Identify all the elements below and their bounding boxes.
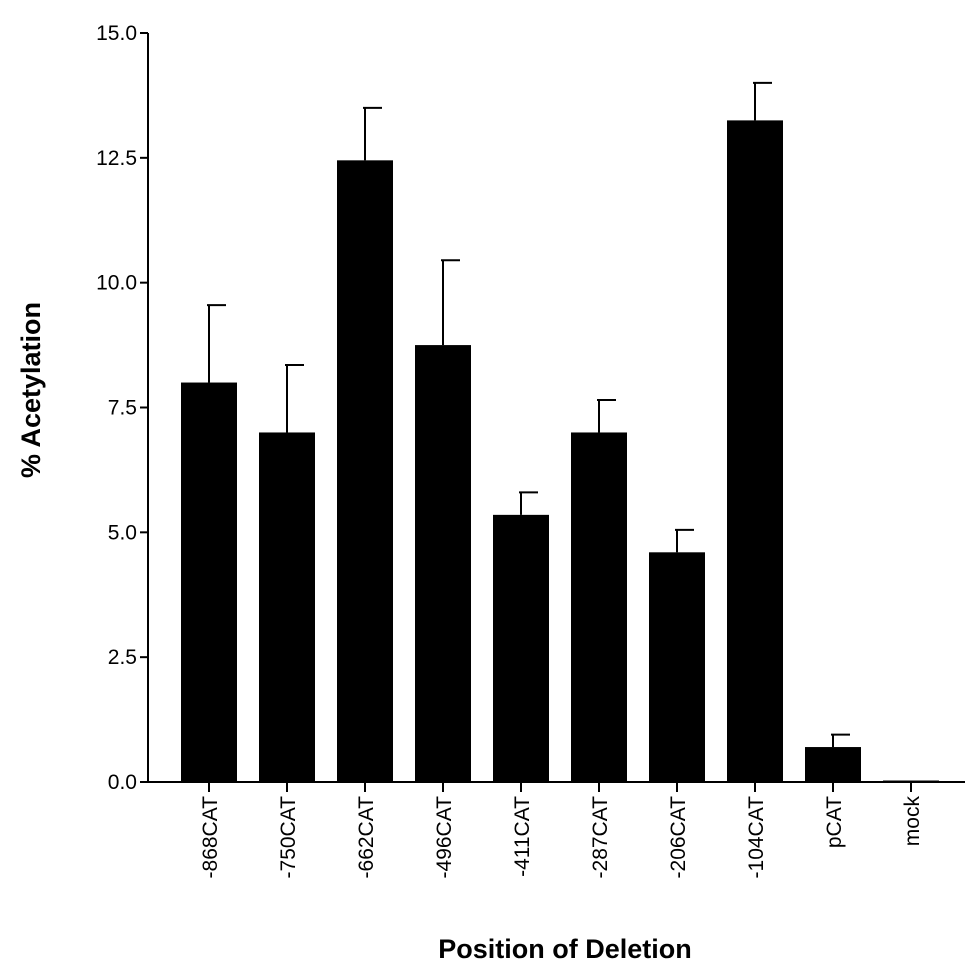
y-axis: 0.0 2.5 5.0 7.5 10.0 12.5 15.0 [96,22,149,794]
bar [571,432,627,782]
bar [259,432,315,782]
bar [415,345,471,782]
y-tick-label: 7.5 [108,397,137,420]
bar [649,552,705,782]
y-tick-label: 15.0 [96,22,137,45]
x-tick-label: -868CAT [199,796,222,879]
x-axis-title: Position of Deletion [438,934,692,964]
y-tick-label: 12.5 [96,147,137,170]
bar [805,747,861,782]
x-tick-label: -662CAT [355,796,378,879]
x-tick-label: mock [901,796,924,847]
x-axis: -868CAT -750CAT -662CAT -496CAT -411CAT -287C… [148,781,965,879]
x-tick-label: -104CAT [745,796,768,879]
y-tick-label: 10.0 [96,272,137,295]
y-tick-label: 5.0 [108,521,137,544]
bars [181,120,939,783]
x-tick-label: pCAT [823,796,846,848]
x-tick-label: -206CAT [667,796,690,879]
bar [493,514,549,782]
bar [727,120,783,783]
x-tick-label: -411CAT [511,796,534,877]
bar [181,382,237,782]
y-tick-label: 0.0 [108,771,137,794]
y-axis-title: % Acetylation [16,302,46,478]
x-tick-label: -287CAT [589,796,612,879]
x-tick-label: -496CAT [433,796,456,879]
x-tick-label: -750CAT [277,796,300,879]
bar [883,780,939,782]
y-tick-label: 2.5 [108,646,137,669]
bar [337,160,393,782]
error-bars [207,81,850,748]
